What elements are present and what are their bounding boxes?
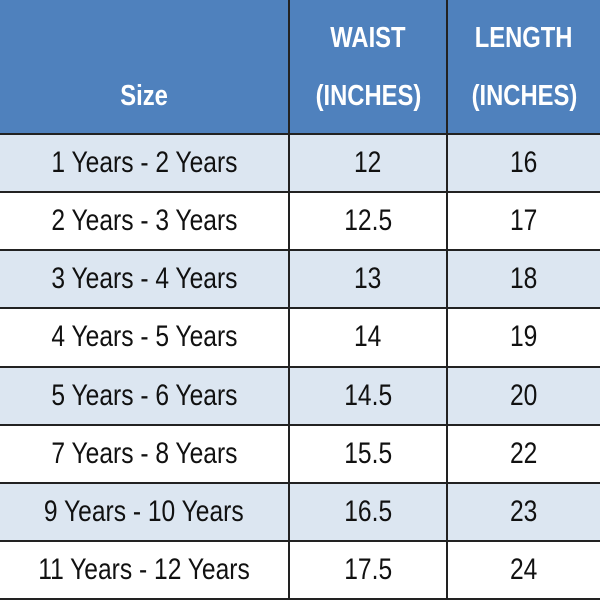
table-cell: 5 Years - 6 Years	[0, 367, 290, 426]
cell-text: 17	[510, 204, 538, 238]
cell-text: 9 Years - 10 Years	[44, 494, 244, 528]
table-cell: 4 Years - 5 Years	[0, 309, 290, 368]
cell-text: 12	[354, 146, 382, 180]
header-text: WAIST	[330, 22, 406, 54]
table-cell: 20	[448, 367, 600, 426]
cell-text: 18	[510, 262, 538, 296]
cell-text: 14.5	[344, 378, 392, 412]
table-cell: 16.5	[290, 483, 448, 542]
table-cell: 22	[448, 426, 600, 484]
cell-text: 16.5	[344, 494, 392, 528]
cell-text: 20	[510, 378, 538, 412]
cell-text: 14	[354, 320, 382, 354]
table-cell: 3 Years - 4 Years	[0, 251, 290, 310]
header-text: Size	[120, 80, 168, 112]
cell-text: 19	[510, 320, 538, 354]
table-cell: 14.5	[290, 367, 448, 426]
table-cell: 12.5	[290, 193, 448, 252]
header-cell: LENGTH (INCHES)	[448, 0, 600, 135]
table-cell: 23	[448, 483, 600, 542]
table-cell: 7 Years - 8 Years	[0, 425, 290, 484]
cell-text: 4 Years - 5 Years	[50, 320, 238, 354]
table-cell: 17	[448, 193, 600, 252]
table-cell: 15.5	[290, 425, 448, 484]
header-text: LENGTH	[475, 22, 573, 54]
cell-text: 23	[510, 494, 538, 528]
table-cell: 11 Years - 12 Years	[0, 541, 290, 600]
table-cell: 9 Years - 10 Years	[0, 483, 290, 542]
cell-text: 2 Years - 3 Years	[50, 204, 238, 238]
table-cell: 19	[448, 309, 600, 368]
header-text: (INCHES)	[315, 80, 421, 112]
table-cell: 18	[448, 251, 600, 310]
table-cell: 24	[448, 542, 600, 600]
cell-text: 17.5	[344, 552, 392, 586]
cell-text: 15.5	[344, 436, 392, 470]
table-cell: 2 Years - 3 Years	[0, 193, 290, 252]
header-cell: Size	[0, 0, 290, 135]
cell-text: 12.5	[344, 204, 392, 238]
cell-text: 11 Years - 12 Years	[38, 552, 250, 586]
cell-text: 5 Years - 6 Years	[50, 378, 238, 412]
table-cell: 16	[448, 135, 600, 194]
table-cell: 17.5	[290, 541, 448, 600]
table-cell: 13	[290, 251, 448, 310]
table-cell: 12	[290, 135, 448, 194]
cell-text: 13	[354, 262, 382, 296]
table-cell: 14	[290, 309, 448, 368]
cell-text: 3 Years - 4 Years	[50, 262, 238, 296]
cell-text: 1 Years - 2 Years	[50, 146, 238, 180]
header-cell: WAIST (INCHES)	[290, 0, 448, 135]
header-text: (INCHES)	[471, 80, 577, 112]
cell-text: 22	[510, 436, 538, 470]
cell-text: 24	[510, 552, 538, 586]
cell-text: 7 Years - 8 Years	[50, 436, 238, 470]
cell-text: 16	[510, 146, 538, 180]
table-cell: 1 Years - 2 Years	[0, 135, 290, 194]
